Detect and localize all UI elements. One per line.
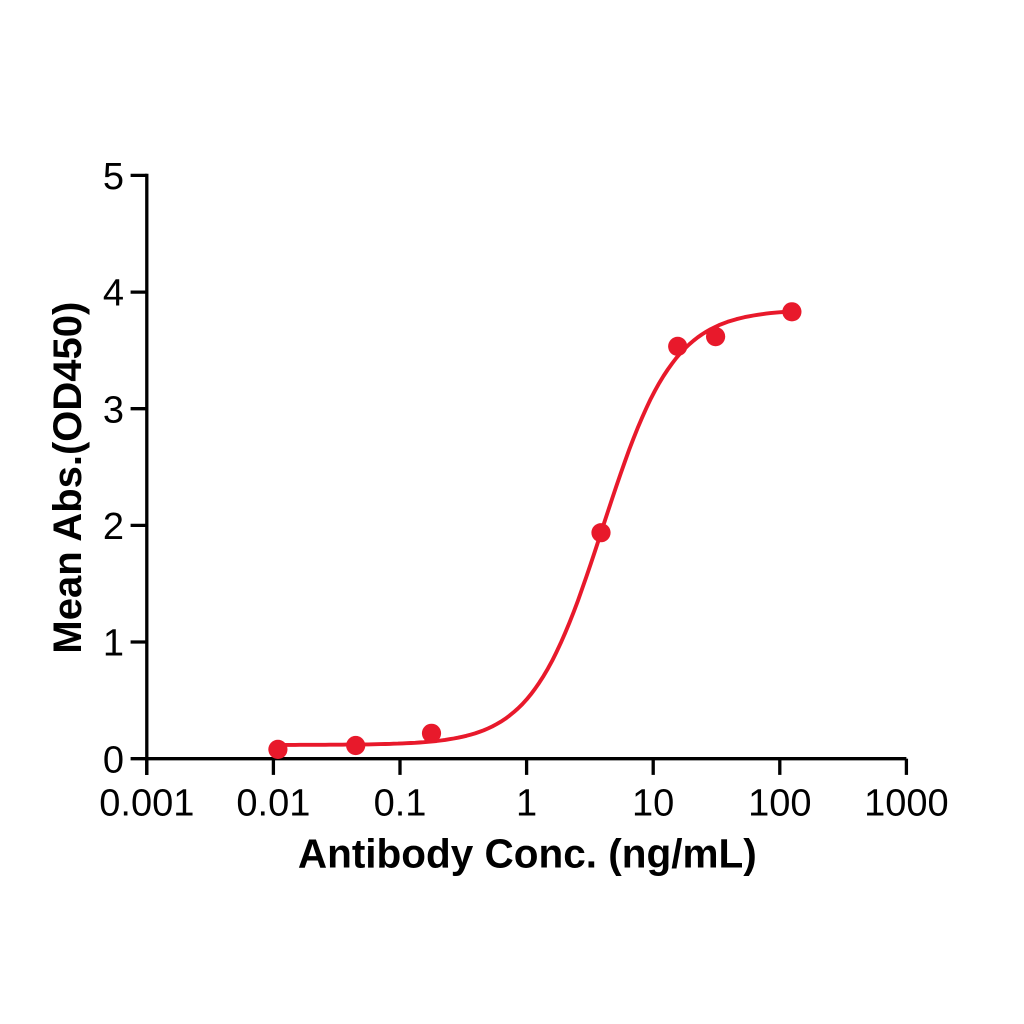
svg-text:100: 100 <box>748 783 811 825</box>
svg-text:0.1: 0.1 <box>374 783 427 825</box>
svg-text:Mean Abs.(OD450): Mean Abs.(OD450) <box>46 302 90 654</box>
svg-text:1: 1 <box>103 623 124 665</box>
svg-text:4: 4 <box>103 273 124 315</box>
svg-text:0.01: 0.01 <box>236 783 310 825</box>
svg-text:Antibody Conc. (ng/mL): Antibody Conc. (ng/mL) <box>298 831 757 877</box>
svg-text:10: 10 <box>632 783 674 825</box>
svg-text:3: 3 <box>103 389 124 431</box>
svg-text:1: 1 <box>516 783 537 825</box>
svg-text:1000: 1000 <box>864 783 949 825</box>
svg-text:2: 2 <box>103 506 124 548</box>
svg-text:0: 0 <box>103 739 124 781</box>
svg-text:0.001: 0.001 <box>99 783 194 825</box>
svg-text:5: 5 <box>103 156 124 198</box>
